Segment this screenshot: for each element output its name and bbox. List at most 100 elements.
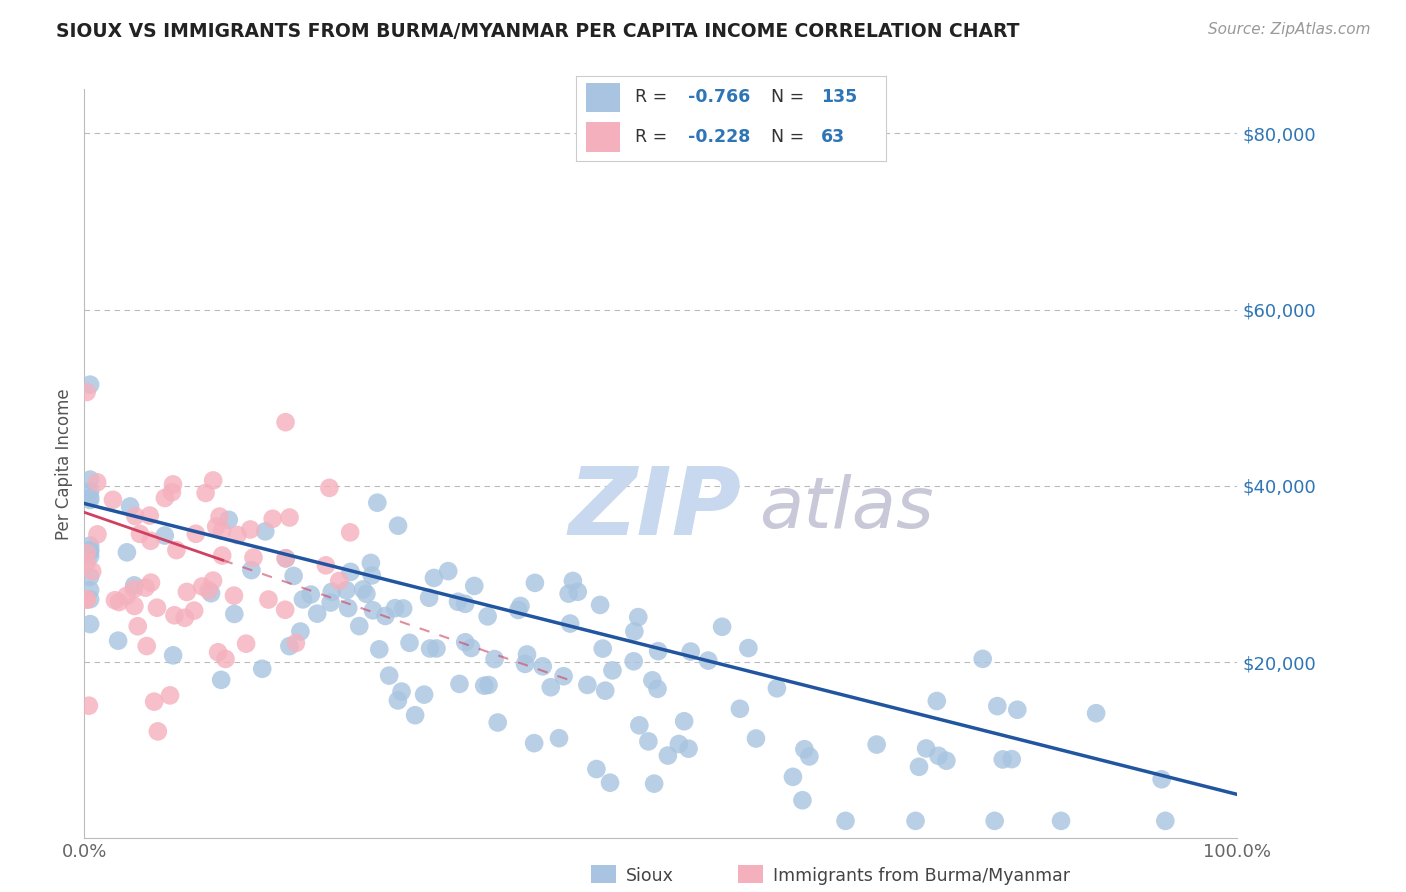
- Point: [908, 760, 931, 774]
- Point: [711, 620, 734, 634]
- Point: [86, 527, 108, 541]
- Point: [398, 636, 420, 650]
- Point: [368, 642, 391, 657]
- Point: [139, 575, 162, 590]
- Point: [915, 741, 938, 756]
- Point: [79, 592, 101, 607]
- Point: [678, 741, 700, 756]
- Point: [668, 737, 690, 751]
- Point: [623, 624, 645, 639]
- Text: Immigrants from Burma/Myanmar: Immigrants from Burma/Myanmar: [773, 867, 1070, 885]
- Point: [454, 635, 477, 649]
- Point: [274, 603, 297, 617]
- Point: [82, 564, 104, 578]
- Point: [576, 678, 599, 692]
- Point: [799, 749, 821, 764]
- Point: [173, 611, 195, 625]
- Point: [76, 555, 98, 569]
- Point: [419, 641, 441, 656]
- Point: [599, 775, 621, 789]
- Point: [513, 657, 536, 671]
- Point: [679, 644, 702, 658]
- Point: [291, 592, 314, 607]
- Point: [278, 510, 301, 524]
- Point: [108, 595, 131, 609]
- Text: R =: R =: [636, 88, 673, 106]
- Point: [218, 513, 240, 527]
- Point: [523, 736, 546, 750]
- Point: [387, 693, 409, 707]
- Point: [235, 637, 257, 651]
- Text: 135: 135: [821, 88, 858, 106]
- Point: [211, 524, 233, 538]
- Point: [239, 523, 262, 537]
- Point: [162, 477, 184, 491]
- Point: [1154, 814, 1177, 828]
- Point: [315, 558, 337, 573]
- Text: atlas: atlas: [759, 475, 934, 543]
- Point: [79, 473, 101, 487]
- Point: [79, 544, 101, 558]
- Point: [454, 597, 477, 611]
- Point: [509, 599, 531, 613]
- Point: [214, 652, 236, 666]
- Point: [986, 699, 1008, 714]
- Point: [79, 539, 101, 553]
- Point: [127, 619, 149, 633]
- Point: [274, 551, 297, 566]
- Point: [925, 694, 948, 708]
- Point: [486, 715, 509, 730]
- Point: [202, 574, 225, 588]
- Point: [567, 584, 589, 599]
- Point: [983, 814, 1005, 828]
- Point: [447, 595, 470, 609]
- Point: [135, 639, 157, 653]
- Point: [641, 673, 664, 688]
- Point: [250, 662, 273, 676]
- Text: Source: ZipAtlas.com: Source: ZipAtlas.com: [1208, 22, 1371, 37]
- Point: [460, 640, 482, 655]
- Point: [361, 603, 384, 617]
- Point: [283, 569, 305, 583]
- Point: [307, 607, 329, 621]
- Point: [79, 484, 101, 499]
- Point: [240, 563, 263, 577]
- Point: [339, 565, 361, 579]
- Point: [935, 754, 957, 768]
- Point: [602, 664, 624, 678]
- Point: [413, 688, 436, 702]
- Point: [560, 616, 582, 631]
- Point: [122, 582, 145, 596]
- Text: SIOUX VS IMMIGRANTS FROM BURMA/MYANMAR PER CAPITA INCOME CORRELATION CHART: SIOUX VS IMMIGRANTS FROM BURMA/MYANMAR P…: [56, 22, 1019, 41]
- Point: [540, 680, 562, 694]
- Point: [425, 641, 447, 656]
- Point: [360, 568, 382, 582]
- Point: [208, 509, 231, 524]
- Point: [101, 492, 124, 507]
- Point: [508, 603, 530, 617]
- Point: [122, 578, 145, 592]
- Point: [352, 582, 374, 597]
- Point: [589, 598, 612, 612]
- Point: [697, 654, 720, 668]
- Point: [124, 599, 146, 613]
- Point: [531, 659, 554, 673]
- Point: [391, 684, 413, 698]
- Point: [209, 673, 232, 687]
- Point: [516, 648, 538, 662]
- Point: [139, 533, 162, 548]
- Point: [79, 583, 101, 598]
- Point: [79, 549, 101, 563]
- Point: [392, 601, 415, 615]
- Point: [79, 617, 101, 632]
- Point: [143, 695, 166, 709]
- Point: [1050, 814, 1073, 828]
- Text: -0.228: -0.228: [688, 128, 751, 146]
- Point: [76, 592, 98, 607]
- Point: [107, 633, 129, 648]
- Point: [557, 587, 579, 601]
- Bar: [586, 122, 620, 152]
- Point: [477, 609, 499, 624]
- Point: [865, 738, 887, 752]
- Point: [211, 549, 233, 563]
